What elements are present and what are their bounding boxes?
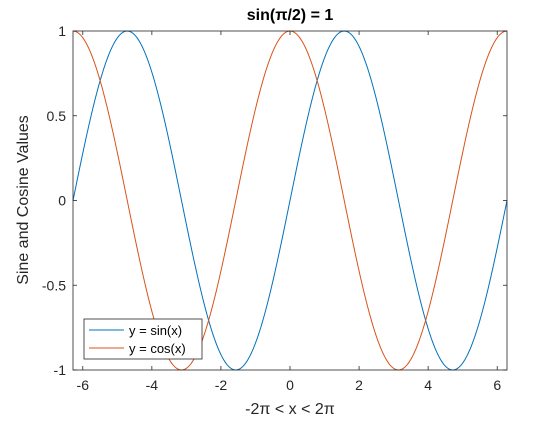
y-tick-label: -1 <box>54 362 67 378</box>
legend-box <box>83 318 203 360</box>
y-axis-label: Sine and Cosine Values <box>15 115 32 285</box>
x-tick-label: 2 <box>355 377 363 393</box>
x-tick-label: 0 <box>286 377 294 393</box>
legend-label-cos: y = cos(x) <box>129 341 186 356</box>
x-tick-label: 6 <box>493 377 501 393</box>
legend-label-sin: y = sin(x) <box>129 323 182 338</box>
x-tick-label: -4 <box>146 377 159 393</box>
x-tick-label: -2 <box>215 377 228 393</box>
y-tick-label: 1 <box>58 23 66 39</box>
x-axis-label: -2π < x < 2π <box>245 401 335 418</box>
y-tick-label: -0.5 <box>42 277 66 293</box>
y-tick-label: 0.5 <box>47 108 67 124</box>
plot-area: -6 -4 -2 0 2 4 6 -1 -0.5 0 0.5 1 y = sin(x) y = cos(x… <box>42 23 508 393</box>
x-tick-label: -6 <box>77 377 90 393</box>
series-line-sin <box>72 30 508 371</box>
chart-title: sin(π/2) = 1 <box>247 7 334 24</box>
x-tick-label: 4 <box>424 377 432 393</box>
y-tick-label: 0 <box>58 193 66 209</box>
